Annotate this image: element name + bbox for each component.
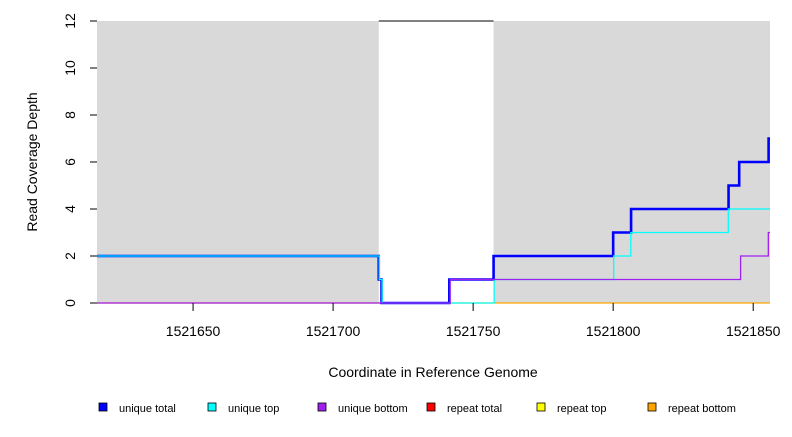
legend-item: unique bottom [317, 402, 408, 415]
x-axis-label: Coordinate in Reference Genome [328, 364, 538, 380]
shaded-regions [97, 20, 770, 303]
y-axis: 0 2 4 6 8 10 12 [62, 13, 97, 307]
legend: unique total unique top unique bottom repea… [98, 402, 736, 415]
legend-swatch [207, 402, 217, 412]
legend-item: unique top [207, 402, 279, 415]
shaded-region-1 [493, 21, 770, 303]
x-axis: 1521650 1521700 1521750 1521800 1521850 [166, 303, 781, 339]
x-tick-label: 1521750 [446, 323, 501, 339]
legend-item: repeat bottom [647, 402, 736, 415]
legend-item: repeat total [426, 402, 502, 415]
legend-label: repeat bottom [668, 403, 736, 415]
y-tick-label: 10 [62, 60, 78, 76]
y-tick-label: 6 [62, 158, 78, 166]
y-tick-label: 0 [62, 299, 78, 307]
x-tick-label: 1521650 [166, 323, 221, 339]
legend-item: unique total [98, 402, 176, 415]
y-axis-label: Read Coverage Depth [24, 92, 40, 231]
legend-swatch [426, 402, 436, 412]
x-tick-label: 1521800 [586, 323, 641, 339]
legend-label: unique total [119, 403, 176, 415]
x-tick-label: 1521700 [306, 323, 361, 339]
legend-swatch [536, 402, 546, 412]
series-unique-bottom [97, 231, 770, 304]
legend-label: repeat total [447, 403, 502, 415]
legend-label: repeat top [557, 403, 607, 415]
legend-swatch [317, 402, 327, 412]
shaded-region-0 [97, 21, 379, 303]
x-tick-label: 1521850 [726, 323, 781, 339]
y-tick-label: 12 [62, 13, 78, 29]
legend-label: unique bottom [338, 403, 408, 415]
series-lines [97, 137, 770, 305]
y-tick-label: 4 [62, 205, 78, 213]
legend-item: repeat top [536, 402, 607, 415]
y-tick-label: 2 [62, 252, 78, 260]
legend-swatch [647, 402, 657, 412]
legend-swatch [98, 402, 108, 412]
y-tick-label: 8 [62, 111, 78, 119]
legend-label: unique top [228, 403, 279, 415]
